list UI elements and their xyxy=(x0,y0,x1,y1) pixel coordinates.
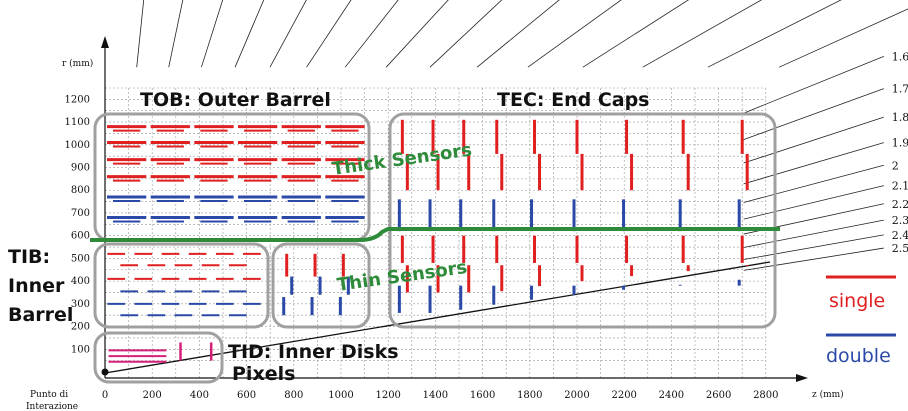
tib-box xyxy=(93,242,270,329)
eta-line xyxy=(779,8,908,68)
eta-label: 2.5 xyxy=(892,242,908,255)
pixel-layers xyxy=(108,342,213,363)
z-tick-label: 800 xyxy=(284,390,303,401)
z-tick-label: 2400 xyxy=(659,390,684,401)
eta-line xyxy=(234,0,265,68)
z-tick-label: 2200 xyxy=(611,390,636,401)
tid-label: TID: Inner Disks xyxy=(228,341,399,363)
eta-line xyxy=(743,56,884,114)
eta-line xyxy=(743,185,884,220)
eta-label: 1.7 xyxy=(892,83,908,96)
tec-label: TEC: End Caps xyxy=(497,89,650,111)
eta-label: 1.9 xyxy=(892,137,908,150)
tob-layers xyxy=(107,125,365,223)
eta-line xyxy=(136,0,145,68)
z-tick-label: 1400 xyxy=(423,390,448,401)
origin-label-line2: Interazione xyxy=(26,402,78,411)
z-tick-label: 1600 xyxy=(470,390,495,401)
eta-line xyxy=(707,0,842,68)
z-tick-label: 200 xyxy=(143,390,162,401)
r-tick-label: 900 xyxy=(71,163,90,174)
z-tick-label: 400 xyxy=(190,390,209,401)
r-tick-label: 1100 xyxy=(65,117,90,128)
eta-label: 1.6 xyxy=(892,50,908,63)
track-line xyxy=(104,261,771,374)
eta-line xyxy=(743,88,884,140)
eta-line xyxy=(582,0,690,68)
eta-label: 1.8 xyxy=(892,111,908,124)
r-tick-label: 700 xyxy=(71,208,90,219)
r-tick-label: 600 xyxy=(71,231,90,242)
r-tick-label: 1000 xyxy=(65,140,90,151)
eta-label: 2.1 xyxy=(892,180,908,193)
eta-lines xyxy=(136,0,908,271)
r-tick-labels: 1200 1100 1000 900 800 700 600 500 400 300 200 100 xyxy=(65,94,90,355)
eta-line xyxy=(269,0,307,68)
tib-label-line3: Barrel xyxy=(8,304,73,326)
r-tick-label: 100 xyxy=(71,344,90,355)
eta-line xyxy=(743,116,884,164)
eta-labels: 0.10.20.30.40.50.60.70.80.911.11.21.31.4… xyxy=(892,50,908,255)
eta-label: 2.4 xyxy=(892,229,908,242)
z-axis-label: z (mm) xyxy=(812,389,844,400)
z-tick-label: 1200 xyxy=(375,390,400,401)
eta-line xyxy=(344,0,399,68)
eta-line xyxy=(476,0,560,68)
interaction-point xyxy=(101,368,109,376)
eta-label: 2.3 xyxy=(892,214,908,227)
z-tick-label: 0 xyxy=(102,390,108,401)
z-tick-labels: 0 200 400 600 800 1000 1200 1400 1600 1800 2000 220… xyxy=(102,390,779,401)
thick-thin-separator xyxy=(90,227,780,242)
axes xyxy=(104,45,800,379)
origin-label-line1: Punto di xyxy=(30,390,68,400)
legend-single-label: single xyxy=(829,290,885,312)
grid xyxy=(105,87,767,378)
legend-double-label: double xyxy=(826,345,891,367)
r-tick-label: 800 xyxy=(71,185,90,196)
eta-line xyxy=(201,0,224,68)
z-tick-label: 1800 xyxy=(517,390,542,401)
r-tick-label: 500 xyxy=(71,253,90,264)
tib-label-line1: TIB: xyxy=(8,246,50,268)
eta-line xyxy=(743,247,884,271)
tib-layers xyxy=(107,252,261,317)
tid-box xyxy=(271,242,371,329)
r-axis-arrow xyxy=(101,36,109,48)
tid-disks xyxy=(282,253,350,316)
eta-line xyxy=(743,164,884,203)
eta-line xyxy=(527,0,622,68)
eta-line xyxy=(743,219,884,248)
eta-line xyxy=(168,0,184,68)
r-axis-label: r (mm) xyxy=(62,58,93,69)
eta-label: 2 xyxy=(892,159,899,172)
pixels-label: Pixels xyxy=(232,363,295,385)
eta-line xyxy=(642,0,763,68)
tob-label: TOB: Outer Barrel xyxy=(140,89,331,111)
eta-label: 2.2 xyxy=(892,198,908,211)
eta-line xyxy=(743,234,884,260)
eta-line xyxy=(429,0,503,68)
tib-label-line2: Inner xyxy=(8,275,65,297)
r-tick-label: 300 xyxy=(71,299,90,310)
r-tick-label: 1200 xyxy=(65,94,90,105)
r-tick-label: 200 xyxy=(71,322,90,333)
r-tick-label: 400 xyxy=(71,276,90,287)
eta-line xyxy=(306,0,352,68)
tec-disks xyxy=(397,119,749,313)
z-tick-label: 2600 xyxy=(706,390,731,401)
eta-line xyxy=(385,0,449,68)
z-tick-label: 1000 xyxy=(328,390,353,401)
tec-box xyxy=(388,112,777,329)
eta-line xyxy=(743,142,884,185)
z-tick-label: 2000 xyxy=(564,390,589,401)
z-axis-arrow xyxy=(796,374,808,382)
z-tick-label: 2800 xyxy=(753,390,778,401)
pixels-box xyxy=(93,331,224,384)
z-tick-label: 600 xyxy=(237,390,256,401)
